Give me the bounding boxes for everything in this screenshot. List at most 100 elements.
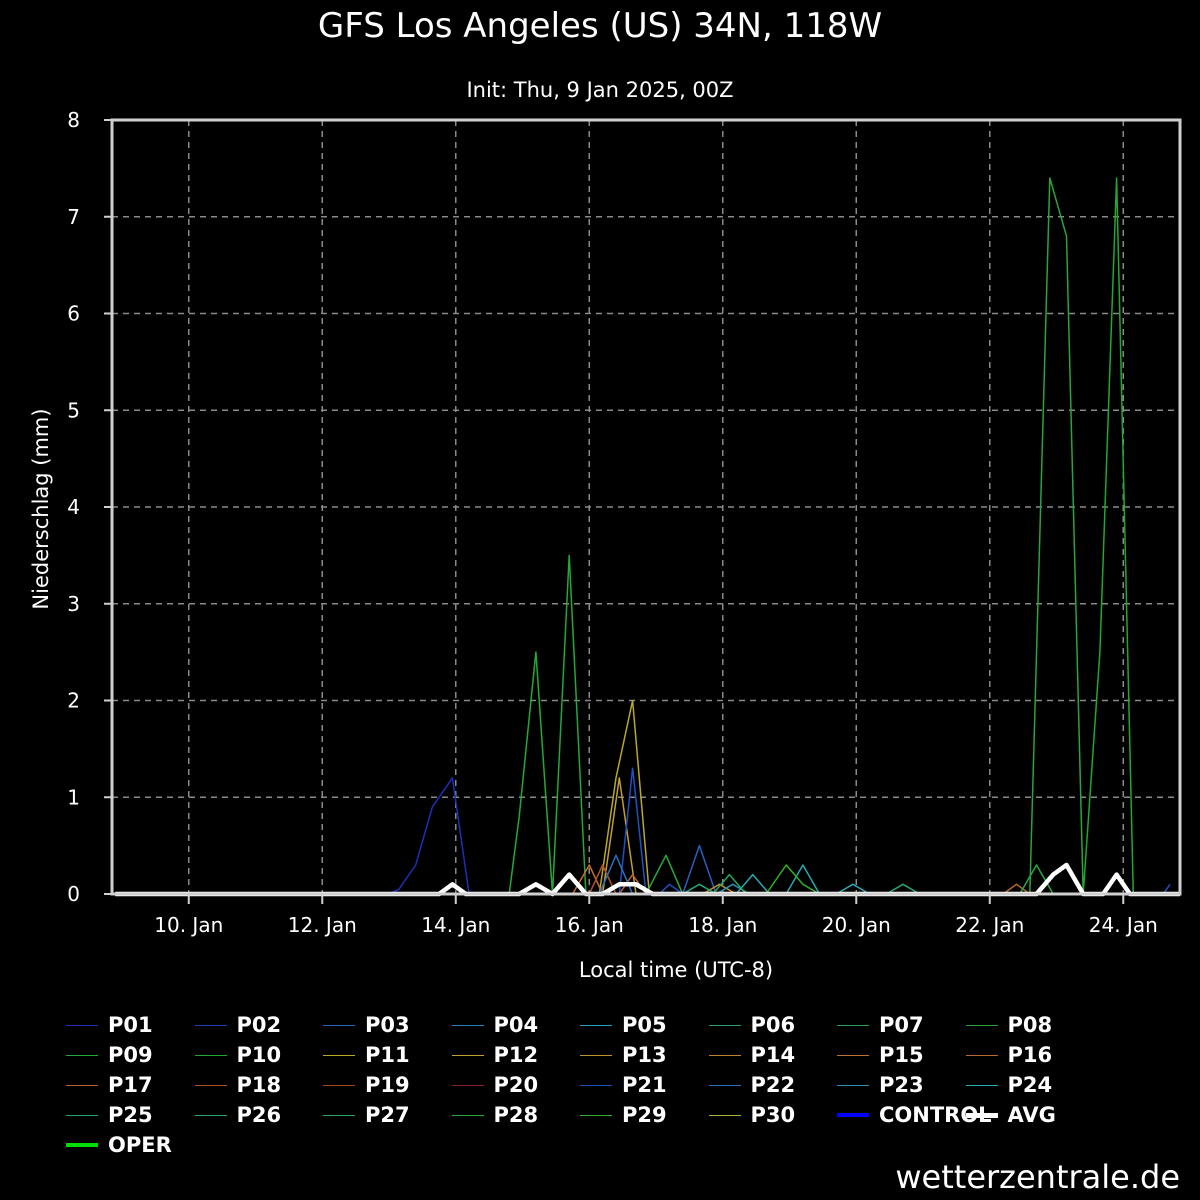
series-line-p10 xyxy=(115,177,1180,895)
legend-label: P18 xyxy=(236,1073,282,1097)
legend-label: P21 xyxy=(622,1073,667,1097)
y-tick-label: 2 xyxy=(67,689,80,713)
legend-item-p06: P06 xyxy=(708,1010,796,1040)
legend-swatch xyxy=(451,1024,484,1026)
x-tick-label: 10. Jan xyxy=(154,913,223,937)
legend-item-p26: P26 xyxy=(194,1100,282,1130)
legend-swatch xyxy=(965,1112,998,1118)
legend-label: P24 xyxy=(1007,1073,1053,1097)
legend-label: P19 xyxy=(365,1073,410,1097)
series-line-p21 xyxy=(115,767,1171,895)
y-tick-label: 8 xyxy=(67,108,80,132)
precipitation-chart: 0 1 2 3 4 5 6 7 8 10. Jan 12. Jan 14. Jan 16. Jan 18.… xyxy=(29,108,1182,982)
legend-swatch xyxy=(194,1084,227,1086)
legend-swatch xyxy=(708,1114,741,1116)
legend-swatch xyxy=(323,1024,355,1026)
legend-item-avg: AVG xyxy=(965,1100,1056,1130)
legend-item-p15: P15 xyxy=(837,1040,924,1070)
legend-item-p20: P20 xyxy=(451,1070,538,1100)
legend-label: P09 xyxy=(108,1043,153,1067)
x-tick-label: 20. Jan xyxy=(822,913,891,937)
x-tick-label: 14. Jan xyxy=(421,913,490,937)
legend-label: P23 xyxy=(879,1073,924,1097)
legend-item-p13: P13 xyxy=(580,1040,667,1070)
legend-label: P07 xyxy=(879,1013,924,1037)
legend-item-p02: P02 xyxy=(194,1010,282,1040)
legend-label: P04 xyxy=(493,1013,539,1037)
legend-item-p23: P23 xyxy=(837,1070,924,1100)
legend-swatch xyxy=(965,1024,998,1026)
legend-label: P11 xyxy=(365,1043,410,1067)
legend-label: P03 xyxy=(365,1013,410,1037)
legend-item-p19: P19 xyxy=(323,1070,410,1100)
legend-item-p28: P28 xyxy=(451,1100,539,1130)
y-tick-label: 4 xyxy=(67,495,80,519)
legend-swatch xyxy=(451,1114,484,1116)
legend-swatch xyxy=(194,1114,227,1116)
legend-swatch xyxy=(451,1084,484,1086)
legend-label: P28 xyxy=(493,1103,539,1127)
y-tick-label: 7 xyxy=(67,205,80,229)
legend-item-p18: P18 xyxy=(194,1070,282,1100)
legend-label: P13 xyxy=(622,1043,667,1067)
y-tick-label: 5 xyxy=(67,398,80,422)
legend-swatch xyxy=(837,1113,869,1117)
legend-swatch xyxy=(708,1084,741,1086)
legend-label: P22 xyxy=(750,1073,796,1097)
legend-swatch xyxy=(323,1084,355,1086)
legend-label: OPER xyxy=(108,1133,172,1157)
legend-item-p03: P03 xyxy=(323,1010,410,1040)
legend-swatch xyxy=(66,1054,98,1056)
legend-item-p07: P07 xyxy=(837,1010,924,1040)
legend-label: P15 xyxy=(879,1043,924,1067)
legend-item-p09: P09 xyxy=(66,1040,153,1070)
legend-item-p10: P10 xyxy=(194,1040,282,1070)
legend-swatch xyxy=(194,1024,227,1026)
legend-item-p16: P16 xyxy=(965,1040,1053,1070)
legend-item-p12: P12 xyxy=(451,1040,539,1070)
legend-item-p14: P14 xyxy=(708,1040,795,1070)
legend-label: AVG xyxy=(1007,1103,1056,1127)
legend-label: P06 xyxy=(750,1013,796,1037)
legend-swatch xyxy=(708,1024,741,1026)
series-line-p24 xyxy=(115,864,1180,895)
legend-label: P02 xyxy=(236,1013,282,1037)
legend-item-p22: P22 xyxy=(708,1070,796,1100)
legend-label: P16 xyxy=(1007,1043,1053,1067)
x-tick-label: 24. Jan xyxy=(1089,913,1158,937)
y-axis-label: Niederschlag (mm) xyxy=(29,408,53,609)
legend-swatch xyxy=(837,1054,869,1056)
y-tick-label: 0 xyxy=(67,882,80,906)
legend-item-p11: P11 xyxy=(323,1040,410,1070)
legend-item-p29: P29 xyxy=(580,1100,667,1130)
legend-label: P17 xyxy=(108,1073,153,1097)
legend-label: P25 xyxy=(108,1103,153,1127)
chart-subtitle: Init: Thu, 9 Jan 2025, 00Z xyxy=(466,78,734,102)
legend-label: P26 xyxy=(236,1103,282,1127)
legend-label: P27 xyxy=(365,1103,410,1127)
legend-swatch xyxy=(965,1054,998,1056)
y-tick-label: 1 xyxy=(67,785,80,809)
legend-swatch xyxy=(66,1084,98,1086)
legend-item-p25: P25 xyxy=(66,1100,153,1130)
legend-label: P29 xyxy=(622,1103,667,1127)
legend-swatch xyxy=(194,1054,227,1056)
legend-swatch xyxy=(323,1054,355,1056)
legend-swatch xyxy=(66,1114,98,1116)
x-axis-label: Local time (UTC-8) xyxy=(579,958,773,982)
legend-item-p21: P21 xyxy=(580,1070,667,1100)
legend-swatch xyxy=(708,1054,741,1056)
legend-item-p08: P08 xyxy=(965,1010,1053,1040)
legend-label: P12 xyxy=(493,1043,539,1067)
legend-swatch xyxy=(580,1084,612,1086)
y-tick-label: 3 xyxy=(67,592,80,616)
series-line-p08 xyxy=(115,177,1180,895)
legend-item-p04: P04 xyxy=(451,1010,539,1040)
legend-item-p01: P01 xyxy=(66,1010,153,1040)
legend-label: P08 xyxy=(1007,1013,1053,1037)
legend-label: P30 xyxy=(750,1103,796,1127)
legend-item-p27: P27 xyxy=(323,1100,410,1130)
legend-swatch xyxy=(66,1024,98,1026)
legend-label: P10 xyxy=(236,1043,282,1067)
legend-swatch xyxy=(580,1114,612,1116)
